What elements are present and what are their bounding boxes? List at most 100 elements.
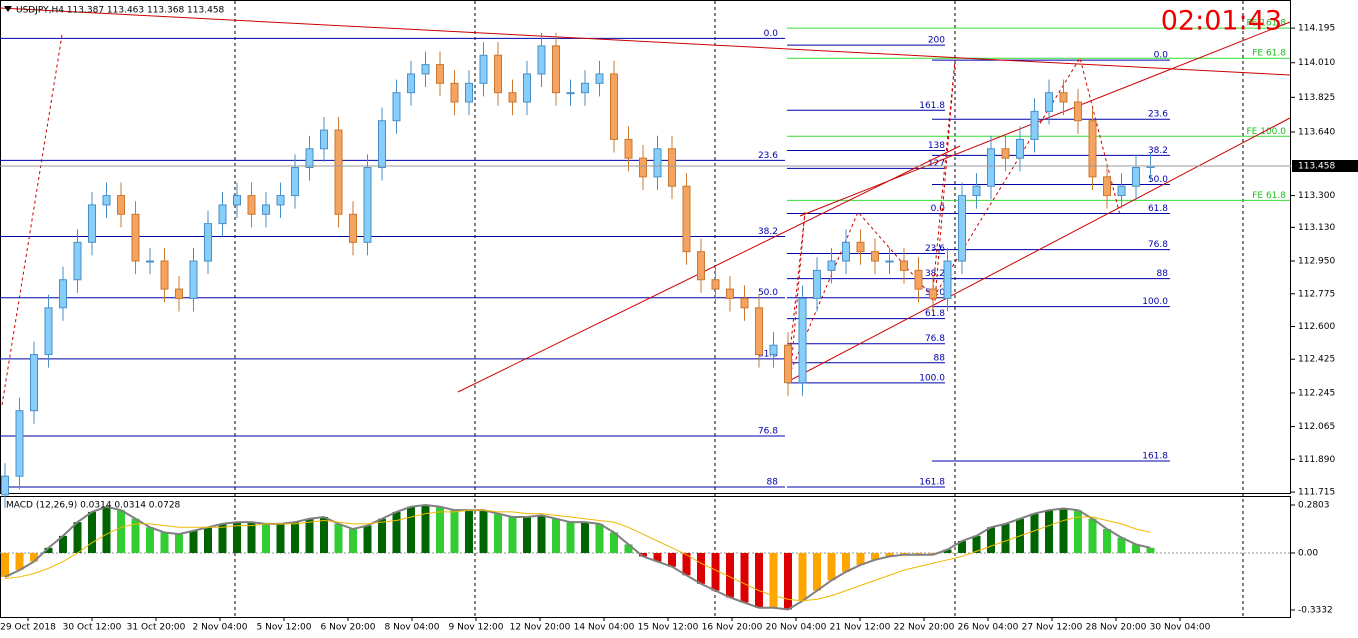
candle-body [1132, 166, 1140, 187]
fib-label: FE 61.8 [1252, 49, 1286, 59]
macd-bar [291, 522, 299, 553]
candle-body [885, 260, 894, 263]
candle-body [465, 82, 473, 103]
time-label: 22 Nov 20:00 [894, 623, 955, 633]
period-separators [234, 1, 1244, 617]
macd-bar [653, 552, 662, 562]
candle-body [653, 148, 662, 178]
macd-bar [218, 523, 227, 553]
candle-body [131, 213, 140, 262]
macd-bar [392, 511, 401, 553]
candle-body [581, 82, 589, 94]
candle-body [363, 166, 372, 243]
macd-bar [682, 552, 691, 576]
macd-bar [146, 527, 154, 553]
macd-bar [885, 552, 894, 557]
candle-body [668, 148, 676, 187]
candle-body [160, 260, 169, 290]
macd-bar [595, 523, 604, 553]
candle-body [1030, 110, 1039, 140]
price-tick-label: 113.300 [1298, 191, 1335, 201]
macd-bar [871, 552, 879, 560]
candle-body [189, 260, 198, 299]
macd-bar [73, 522, 82, 553]
candle-body [146, 260, 154, 263]
fib-label: 61.8 [925, 309, 945, 319]
price-tick-label: 113.825 [1298, 93, 1335, 103]
macd-bar [320, 517, 328, 553]
candle-body [566, 92, 575, 95]
macd-bar [363, 525, 372, 553]
menu-arrow[interactable] [4, 6, 12, 12]
fib-label: 200 [928, 36, 945, 46]
candle-body [537, 45, 546, 75]
macd-bar [581, 522, 589, 553]
macd-pane-frame [0, 496, 1291, 618]
fib-label: 23.6 [925, 244, 945, 254]
candle-body [204, 223, 212, 262]
price-tick-label: 112.600 [1298, 322, 1335, 332]
fib-label: 100.0 [919, 373, 945, 383]
time-label: 31 Oct 20:00 [127, 623, 186, 633]
fib-label: 127 [928, 159, 945, 169]
fib-label: 0.0 [1154, 51, 1169, 61]
clock: 02:01:43 [1161, 6, 1282, 37]
fib-label: 61.8 [758, 349, 778, 359]
macd-tick-label: 0.2803 [1298, 500, 1330, 510]
macd-bar [15, 552, 24, 571]
candle-body [1103, 176, 1111, 197]
zigzag [1, 34, 63, 406]
candle-body [378, 120, 386, 168]
macd-bar [668, 552, 676, 567]
price-tick-label: 112.425 [1298, 355, 1335, 365]
fib-label: 38.2 [1148, 146, 1168, 156]
time-label: 9 Nov 12:00 [449, 623, 504, 633]
fib-label: 50.0 [758, 288, 778, 298]
macd-bar [1001, 523, 1010, 553]
fib-label: 161.8 [919, 101, 945, 111]
candle-body [291, 166, 299, 197]
candle-body [726, 288, 734, 299]
current-price-label: 113.458 [1298, 161, 1335, 171]
candle-body [407, 73, 415, 94]
macd-bar [117, 510, 125, 553]
macd-bar [1088, 518, 1097, 553]
fib-label: 61.8 [1148, 204, 1168, 214]
candle-body [1074, 101, 1082, 122]
macd-tick-label: 0.00 [1298, 548, 1318, 558]
candle-body [813, 269, 821, 299]
fib-label: 0.0 [931, 204, 946, 214]
candle-body [233, 195, 241, 206]
time-label: 26 Nov 04:00 [958, 623, 1019, 633]
macd-bar [305, 518, 314, 553]
channel-line [799, 21, 1291, 217]
candle-body [697, 251, 705, 281]
macd-bar [1103, 529, 1111, 553]
candle-body [320, 129, 328, 150]
zigzag [786, 56, 1121, 381]
price-tick-label: 112.245 [1298, 388, 1335, 398]
candle-body [1088, 120, 1097, 178]
fib-label: FE 161.8 [1247, 19, 1287, 29]
candle-body [421, 64, 430, 75]
macd-bar [88, 511, 96, 553]
macd-bar [943, 549, 952, 553]
trend-lines [0, 7, 1291, 406]
macd-bar [972, 535, 981, 553]
fib-label: 0.0 [764, 29, 779, 39]
macd-bar [465, 510, 473, 553]
price-tick-label: 113.130 [1298, 223, 1335, 233]
macd-bar [813, 552, 821, 591]
macd-bar [987, 527, 995, 553]
macd-bar [247, 522, 256, 553]
time-label: 20 Nov 04:00 [766, 623, 827, 633]
macd-bar [1117, 537, 1126, 553]
candle-body [15, 410, 24, 477]
macd-bar [102, 506, 111, 553]
macd-bar [842, 552, 850, 572]
macd-bar [349, 529, 357, 553]
macd-bar [262, 523, 270, 553]
candle-body [436, 64, 444, 84]
candle-body [856, 241, 865, 253]
candle-body [639, 157, 647, 178]
